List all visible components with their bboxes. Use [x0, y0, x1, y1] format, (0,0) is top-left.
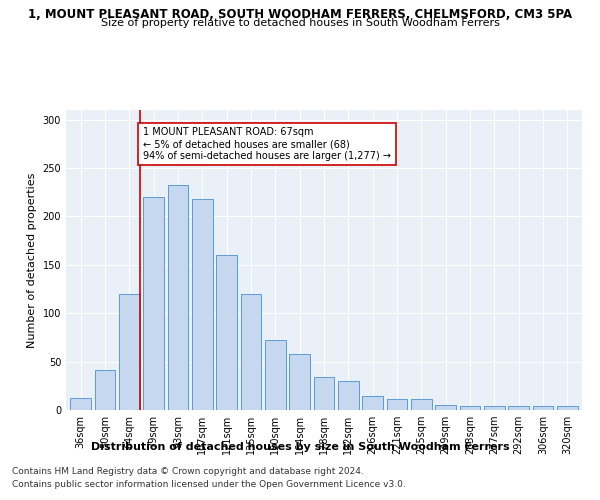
Bar	[192, 199, 212, 410]
Bar	[411, 400, 432, 410]
Bar	[143, 197, 164, 410]
Bar	[460, 406, 481, 410]
Bar	[216, 255, 237, 410]
Bar	[362, 396, 383, 410]
Bar	[436, 405, 456, 410]
Bar	[167, 186, 188, 410]
Bar	[95, 370, 115, 410]
Bar	[484, 406, 505, 410]
Text: 1 MOUNT PLEASANT ROAD: 67sqm
← 5% of detached houses are smaller (68)
94% of sem: 1 MOUNT PLEASANT ROAD: 67sqm ← 5% of det…	[143, 128, 391, 160]
Bar	[70, 398, 91, 410]
Bar	[386, 400, 407, 410]
Bar	[289, 354, 310, 410]
Bar	[533, 406, 553, 410]
Bar	[508, 406, 529, 410]
Bar	[265, 340, 286, 410]
Bar	[314, 377, 334, 410]
Bar	[557, 406, 578, 410]
Bar	[338, 381, 359, 410]
Bar	[119, 294, 140, 410]
Text: Size of property relative to detached houses in South Woodham Ferrers: Size of property relative to detached ho…	[101, 18, 499, 28]
Text: Contains public sector information licensed under the Open Government Licence v3: Contains public sector information licen…	[12, 480, 406, 489]
Y-axis label: Number of detached properties: Number of detached properties	[27, 172, 37, 348]
Text: Contains HM Land Registry data © Crown copyright and database right 2024.: Contains HM Land Registry data © Crown c…	[12, 468, 364, 476]
Text: 1, MOUNT PLEASANT ROAD, SOUTH WOODHAM FERRERS, CHELMSFORD, CM3 5PA: 1, MOUNT PLEASANT ROAD, SOUTH WOODHAM FE…	[28, 8, 572, 20]
Bar	[241, 294, 262, 410]
Text: Distribution of detached houses by size in South Woodham Ferrers: Distribution of detached houses by size …	[91, 442, 509, 452]
